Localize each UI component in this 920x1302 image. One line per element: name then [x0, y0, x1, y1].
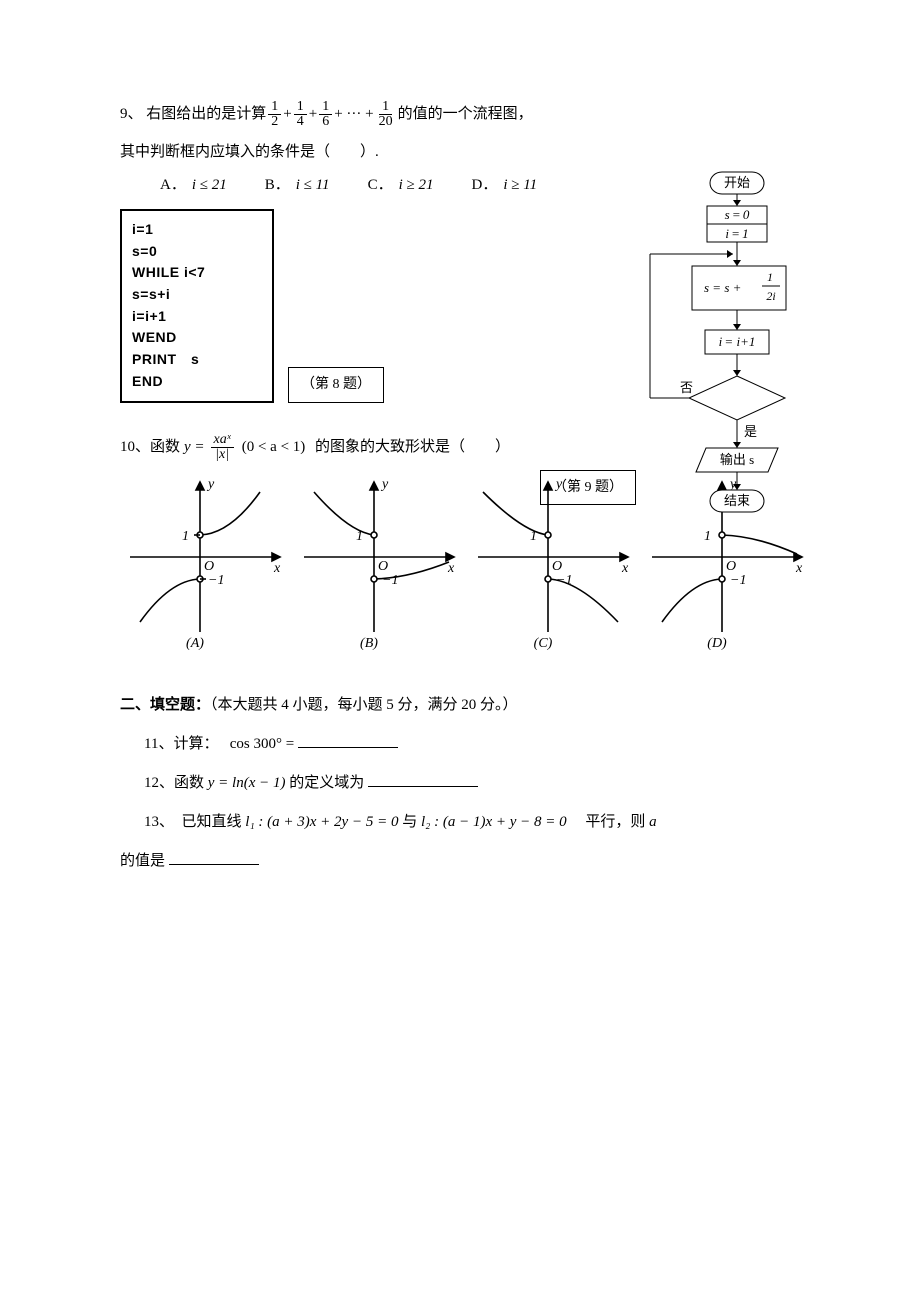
svg-text:(A): (A)	[186, 636, 204, 651]
label-q8: （第 8 题）	[288, 367, 384, 402]
svg-text:O: O	[552, 559, 562, 574]
svg-text:O: O	[204, 559, 214, 574]
code-line: s=0	[132, 241, 262, 263]
code-line: END	[132, 371, 262, 393]
q11-expr: cos 300° =	[230, 736, 294, 752]
svg-text:−1: −1	[208, 573, 224, 588]
q13-l1: l₁ : (a + 3)x + 2y − 5 = 0	[245, 814, 398, 830]
frac-1-4: 14	[294, 100, 307, 129]
frac-1-6: 16	[319, 100, 332, 129]
flow-no: 否	[680, 380, 693, 395]
q13-mid: 与	[402, 814, 417, 830]
svg-text:y: y	[206, 477, 215, 492]
q13-pre: 已知直线	[182, 814, 242, 830]
code-line: WHILE i<7	[132, 262, 262, 284]
flow-yes: 是	[744, 424, 757, 439]
svg-text:(B): (B)	[360, 636, 378, 651]
option-b: B．i ≤ 11	[265, 172, 330, 199]
section-2: 二、填空题：（本大题共 4 小题，每小题 5 分，满分 20 分。）	[120, 692, 800, 719]
frac-1-20: 120	[376, 100, 396, 129]
dots: + ··· +	[334, 101, 373, 128]
code-box: i=1 s=0 WHILE i<7 s=s+i i=i+1 WEND PRINT…	[120, 209, 274, 403]
svg-text:(D): (D)	[707, 636, 727, 651]
section2-head: 二、填空题：	[120, 697, 210, 713]
blank	[368, 771, 478, 787]
q9-post: 的值的一个流程图，	[398, 101, 533, 128]
flow-end: 结束	[724, 493, 750, 508]
svg-text:1: 1	[182, 529, 189, 544]
flow-start: 开始	[724, 175, 750, 190]
flow-proc2: i = i+1	[719, 334, 756, 349]
svg-text:O: O	[378, 559, 388, 574]
option-a: A．i ≤ 21	[160, 172, 227, 199]
code-line: i=1	[132, 219, 262, 241]
svg-text:1: 1	[356, 529, 363, 544]
svg-text:x: x	[447, 561, 455, 576]
q12-expr: y = ln(x − 1)	[208, 775, 286, 791]
blank	[169, 849, 259, 865]
q9-line2: 其中判断框内应填入的条件是（ ）.	[120, 139, 800, 166]
blank	[298, 732, 398, 748]
question-11: 11、计算： cos 300° =	[120, 731, 800, 758]
q10-num: 10、函数	[120, 434, 180, 461]
q9-number: 9、	[120, 101, 143, 128]
q9-pre: 右图给出的是计算	[146, 101, 266, 128]
plus: +	[309, 101, 317, 128]
question-13: 13、 已知直线 l₁ : (a + 3)x + 2y − 5 = 0 与 l₂…	[120, 809, 800, 836]
svg-text:−1: −1	[556, 573, 572, 588]
svg-text:1: 1	[530, 529, 537, 544]
flowchart: 开始 s = 0 i = 1 s = s + 1 2i i = i+1 否 是 …	[610, 170, 810, 590]
question-12: 12、函数 y = ln(x − 1) 的定义域为	[120, 770, 800, 797]
plus: +	[283, 101, 291, 128]
q10-cond: (0 < a < 1)	[242, 434, 306, 461]
q13-l2: l₂ : (a − 1)x + y − 8 = 0	[421, 814, 567, 830]
flow-init1: s = 0	[725, 207, 750, 222]
code-line: WEND	[132, 327, 262, 349]
graph-b: O x y 1 −1 (B)	[294, 472, 464, 662]
q13-line2: 的值是	[120, 848, 800, 875]
q13-a: a	[649, 814, 657, 830]
q12-num: 12、函数	[144, 775, 204, 791]
svg-text:(C): (C)	[534, 636, 553, 651]
section2-desc: （本大题共 4 小题，每小题 5 分，满分 20 分。）	[210, 697, 518, 713]
frac-1-2: 12	[268, 100, 281, 129]
q11-num: 11、计算：	[144, 736, 218, 752]
label-q9: （第 9 题）	[540, 470, 636, 505]
q10-post: 的图象的大致形状是（ ）	[315, 434, 510, 461]
flow-proc1d: 2i	[766, 289, 775, 303]
q10-frac: xaˣ |x|	[211, 433, 234, 462]
svg-text:−1: −1	[382, 573, 398, 588]
flow-init2: i = 1	[725, 226, 748, 241]
svg-text:x: x	[273, 561, 281, 576]
code-line: PRINT s	[132, 349, 262, 371]
option-c: C．i ≥ 21	[368, 172, 434, 199]
code-line: s=s+i	[132, 284, 262, 306]
q13-num: 13、	[144, 814, 174, 830]
flow-out: 输出 s	[720, 452, 754, 467]
svg-text:y: y	[380, 477, 389, 492]
q12-post: 的定义域为	[289, 775, 364, 791]
flow-proc1a: s = s +	[704, 280, 741, 295]
flow-proc1n: 1	[767, 270, 773, 284]
option-d: D．i ≥ 11	[471, 172, 537, 199]
q13-par: 平行，则	[570, 814, 645, 830]
q9-line1: 9、 右图给出的是计算 12 + 14 + 16 + ··· + 120 的值的…	[120, 100, 800, 129]
graph-a: O x y 1 −1 (A)	[120, 472, 290, 662]
code-line: i=i+1	[132, 306, 262, 328]
q10-yeq: y =	[184, 434, 205, 461]
